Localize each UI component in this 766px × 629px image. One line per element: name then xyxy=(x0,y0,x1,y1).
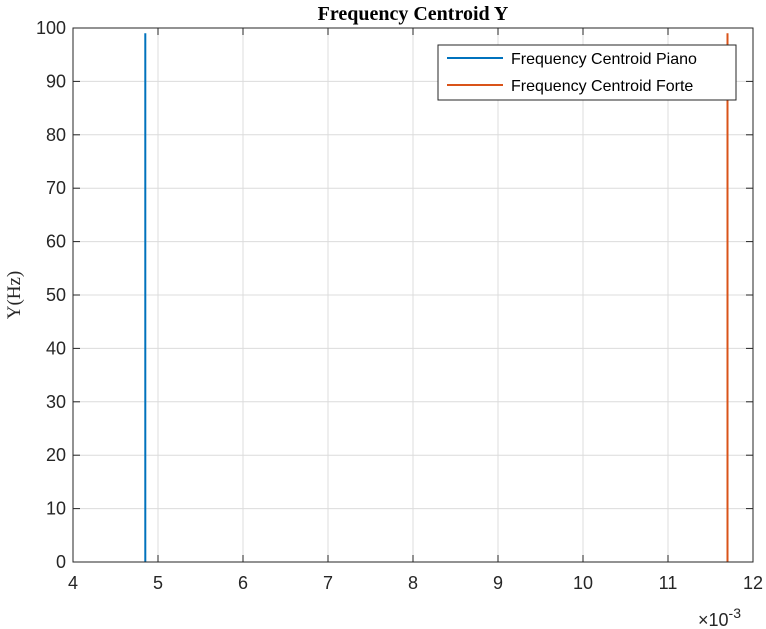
x-tick-label: 4 xyxy=(68,573,78,593)
x-axis-exponent: ×10-3 xyxy=(698,605,741,629)
legend-label-forte: Frequency Centroid Forte xyxy=(511,78,693,95)
y-tick-label: 10 xyxy=(46,499,66,519)
legend-box xyxy=(437,44,737,101)
y-tick-label: 30 xyxy=(46,392,66,412)
x-tick-labels: 4 5 6 7 8 9 10 11 12 xyxy=(68,573,763,593)
y-tick-label: 50 xyxy=(46,285,66,305)
x-tick-label: 8 xyxy=(408,573,418,593)
y-tick-label: 0 xyxy=(56,552,66,572)
y-tick-label: 70 xyxy=(46,178,66,198)
x-tick-label: 12 xyxy=(743,573,763,593)
chart-title: Frequency Centroid Y xyxy=(318,3,509,25)
x-exponent-power: -3 xyxy=(729,605,742,621)
x-tick-label: 11 xyxy=(659,573,678,593)
ticks xyxy=(72,27,754,563)
y-tick-label: 20 xyxy=(46,445,66,465)
x-tick-label: 5 xyxy=(153,573,163,593)
y-tick-label: 80 xyxy=(46,125,66,145)
legend: Frequency Centroid Piano Frequency Centr… xyxy=(437,44,737,101)
series-group xyxy=(144,33,729,562)
y-tick-label: 90 xyxy=(46,71,66,91)
x-exponent-base: ×10 xyxy=(698,610,729,629)
y-tick-label: 60 xyxy=(46,232,66,252)
x-tick-label: 7 xyxy=(323,573,333,593)
x-tick-label: 6 xyxy=(238,573,248,593)
y-tick-label: 40 xyxy=(46,338,66,358)
x-tick-label: 9 xyxy=(493,573,503,593)
legend-label-piano: Frequency Centroid Piano xyxy=(511,51,697,68)
y-axis-label: Y(Hz) xyxy=(4,271,25,320)
x-tick-label: 10 xyxy=(573,573,593,593)
y-tick-label: 100 xyxy=(36,18,66,38)
y-tick-labels: 0 10 20 30 40 50 60 70 80 90 100 xyxy=(36,18,66,572)
